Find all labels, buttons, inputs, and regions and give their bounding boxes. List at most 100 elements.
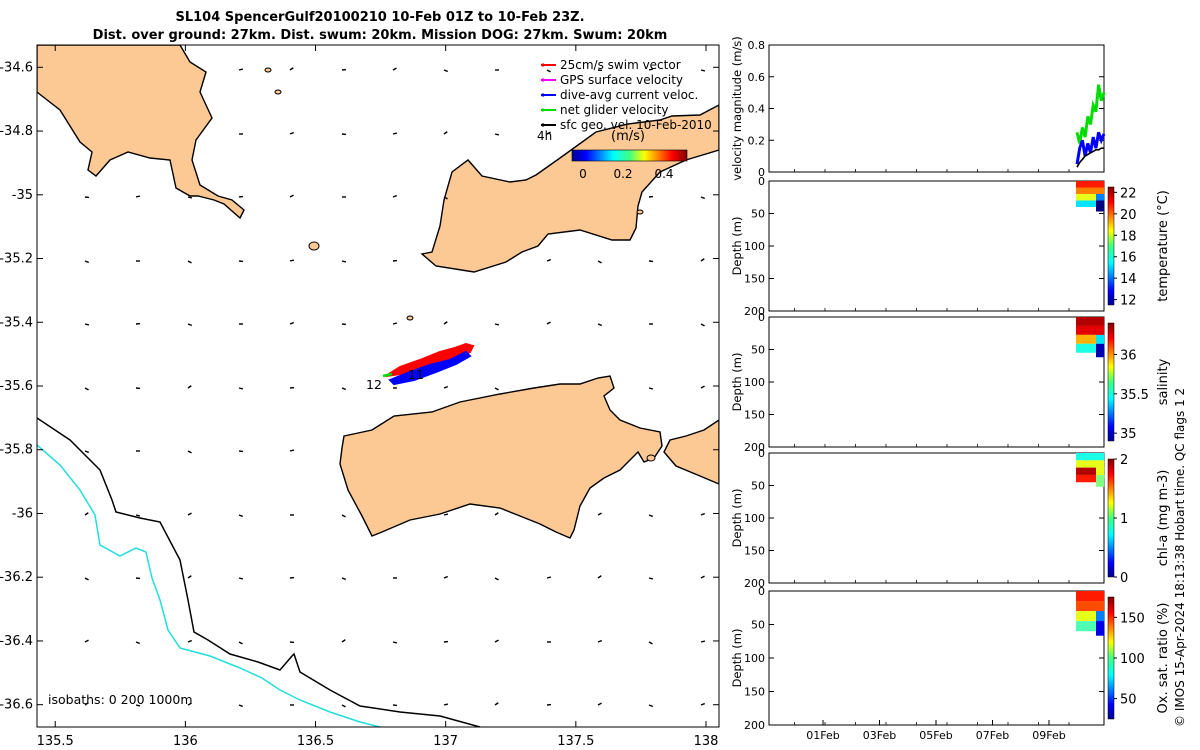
scale-label: 4h: [537, 129, 552, 143]
panel-x-tick-2: 05Feb: [919, 729, 952, 742]
land-kangaroo-island: [339, 375, 663, 539]
speed-colorbar-tick-0: 0: [579, 167, 587, 181]
panel-1-cbar-label: temperature (°C): [1156, 190, 1171, 302]
panel-3-y-tick-2: 100: [744, 512, 765, 525]
panel-4-y-tick-3: 150: [744, 686, 765, 699]
speed-colorbar-tick-1: 0.2: [613, 167, 632, 181]
map-panel: 135.5 136 136.5 137 137.5 138 -34.6 -34.8 -35 -35…: [0, 44, 720, 749]
panel-1-y-tick-0: 0: [758, 175, 765, 188]
map-x-tick-3: 137: [433, 734, 458, 749]
legend-entry-1: GPS surface velocity: [560, 73, 683, 87]
colorbar-title: (m/s): [611, 129, 645, 144]
chart-title-line2: Dist. over ground: 27km. Dist. swum: 20k…: [92, 28, 668, 43]
time-series-panels: 0 0.2 0.4 0.6 0.8 velocity magnitude (m/s) 0 50…: [730, 36, 1171, 742]
panel-3-cbar-tick-0: 0: [1120, 571, 1128, 586]
map-x-tick-2: 136.5: [297, 734, 334, 749]
panel-1-y-tick-3: 150: [744, 273, 765, 286]
panel-x-tick-4: 09Feb: [1032, 729, 1065, 742]
legend-entry-4: sfc geo. vel. 10-Feb-2010: [560, 118, 712, 132]
map-y-tick-5: -35.6: [0, 379, 33, 394]
glider-track: [382, 342, 475, 386]
speed-colorbar: [571, 149, 688, 162]
map-x-tick-4: 137.5: [557, 734, 594, 749]
surface-geostrophic-vectors: [84, 67, 706, 708]
legend-entry-2: dive-avg current veloc.: [560, 88, 698, 102]
panel-1-cbar-tick-3: 18: [1120, 229, 1137, 244]
panel-0-y-tick-1: 0.2: [748, 134, 766, 147]
panel-1-y-tick-1: 50: [751, 208, 765, 221]
map-y-tick-8: -36.2: [0, 570, 33, 585]
panel-2-y-tick-0: 0: [758, 311, 765, 324]
panel-3-y-tick-1: 50: [751, 480, 765, 493]
panel-2: 0 50 100 150 200 Depth (m) 35 35.5 36 salinity: [730, 311, 1171, 454]
map-y-tick-2: -35: [12, 188, 33, 203]
map-y-tick-6: -35.8: [0, 443, 33, 458]
panel-2-cbar-tick-2: 36: [1120, 348, 1137, 363]
legend-entry-3: net glider velocity: [560, 103, 668, 117]
panel-2-y-tick-2: 100: [744, 376, 765, 389]
map-y-tick-3: -35.2: [0, 252, 33, 267]
credit-text: © IMOS 15-Apr-2024 18:13:38 Hobart time.…: [1173, 388, 1187, 727]
speed-colorbar-tick-2: 0.4: [654, 167, 673, 181]
panel-2-y-tick-1: 50: [751, 344, 765, 357]
isobath-1000m: [37, 444, 381, 727]
panel-2-y-tick-3: 150: [744, 409, 765, 422]
panel-3-y-tick-0: 0: [758, 447, 765, 460]
panel-3-y-tick-3: 150: [744, 545, 765, 558]
track-label-12: 12: [366, 377, 382, 392]
map-y-tick-1: -34.8: [0, 124, 33, 139]
map-y-tick-10: -36.6: [0, 698, 33, 713]
map-x-tick-5: 138: [694, 734, 719, 749]
panel-4-cbar-label: Ox. sat. ratio (%): [1156, 603, 1171, 714]
isobaths-label: isobaths: 0 200 1000m: [48, 692, 193, 707]
panel-x-tick-3: 07Feb: [976, 729, 1009, 742]
track-label-11: 11: [408, 367, 424, 382]
legend-entry-0: 25cm/s swim vector: [560, 58, 681, 72]
panel-3-ylabel: Depth (m): [730, 489, 744, 548]
panel-2-cbar-tick-1: 35.5: [1120, 388, 1149, 403]
land-fleurieu: [663, 419, 719, 485]
panel-1-y-tick-4: 200: [744, 305, 765, 318]
small-islands: [264, 67, 656, 462]
map-x-tick-1: 136: [173, 734, 198, 749]
panel-0-ylabel: velocity magnitude (m/s): [730, 36, 744, 181]
map-y-tick-7: -36: [12, 506, 33, 521]
panel-0: 0 0.2 0.4 0.6 0.8 velocity magnitude (m/s): [730, 36, 1106, 181]
panel-x-tick-0: 01Feb: [806, 729, 839, 742]
isobath-200m: [37, 417, 481, 727]
velocity-series-2: [1076, 147, 1104, 168]
velocity-series-0: [1075, 84, 1106, 144]
panel-2-cbar-label: salinity: [1156, 358, 1171, 405]
panel-4-cbar-tick-2: 150: [1120, 611, 1145, 626]
map-y-tick-4: -35.4: [0, 315, 33, 330]
panel-3-cbar-tick-2: 2: [1120, 453, 1128, 468]
panel-1-cbar-tick-4: 20: [1120, 208, 1137, 223]
panel-3-cbar-label: chl-a (mg m-3): [1156, 470, 1171, 567]
panel-4-y-tick-0: 0: [758, 585, 765, 598]
land-eyre-peninsula: [37, 45, 245, 220]
panel-1-y-tick-2: 100: [744, 240, 765, 253]
panel-2-y-tick-4: 200: [744, 441, 765, 454]
panel-0-y-tick-3: 0.6: [748, 71, 766, 84]
panel-4-y-tick-4: 200: [744, 719, 765, 732]
panel-1: 0 50 100 150 200 Depth (m) 12 14 16 18 20 22 tempera…: [730, 175, 1171, 318]
map-axis-ticks: 135.5 136 136.5 137 137.5 138 -34.6 -34.8 -35 -35…: [0, 45, 719, 749]
panel-3-y-tick-4: 200: [744, 577, 765, 590]
panel-4-y-tick-2: 100: [744, 652, 765, 665]
panel-4-cbar-tick-0: 50: [1120, 693, 1137, 708]
map-y-tick-0: -34.6: [0, 60, 33, 75]
panel-1-cbar-tick-1: 14: [1120, 272, 1137, 287]
panel-0-y-tick-0: 0: [758, 166, 765, 179]
panel-2-cbar-tick-0: 35: [1120, 427, 1137, 442]
panel-1-cbar-tick-5: 22: [1120, 186, 1137, 201]
panel-1-cbar-tick-0: 12: [1120, 294, 1137, 309]
panel-4: 0 50 100 150 200 Depth (m) 50 100 150 Ox. sat. ra…: [730, 585, 1171, 742]
panel-3-cbar-tick-1: 1: [1120, 512, 1128, 527]
panel-4-ylabel: Depth (m): [730, 629, 744, 688]
chart-title-line1: SL104 SpencerGulf20100210 10-Feb 01Z to …: [175, 10, 585, 25]
panel-3: 0 50 100 150 200 Depth (m) 0 1 2 chl-a (mg m-3): [730, 447, 1171, 590]
panel-x-tick-1: 03Feb: [863, 729, 896, 742]
panel-2-ylabel: Depth (m): [730, 353, 744, 412]
